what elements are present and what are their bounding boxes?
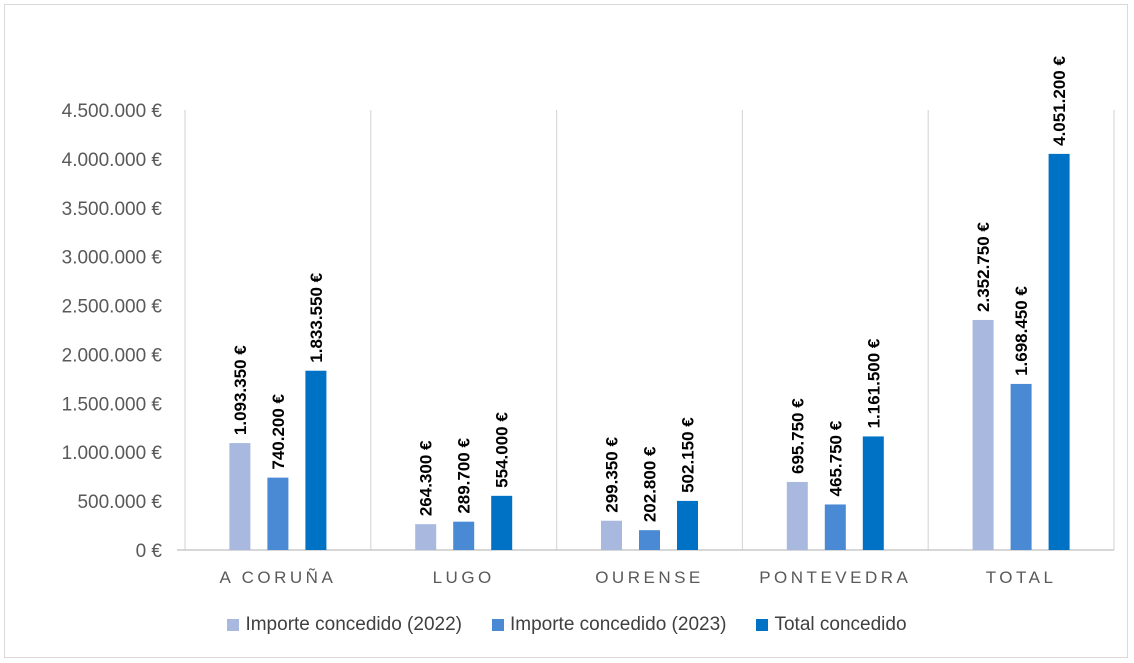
bar	[824, 504, 846, 550]
data-label: 2.352.750 €	[974, 222, 993, 312]
bar	[491, 495, 513, 550]
legend-item-2022: Importe concedido (2022)	[227, 614, 462, 636]
y-tick-label: 500.000 €	[77, 492, 162, 513]
data-label: 1.833.550 €	[307, 272, 326, 362]
bar	[1048, 153, 1070, 550]
bar	[267, 477, 289, 550]
data-label: 465.750 €	[826, 420, 845, 496]
bar	[601, 520, 622, 550]
x-tick-label: A CORUÑA	[220, 568, 337, 587]
legend-label-total: Total concedido	[774, 614, 907, 635]
x-tick-label: TOTAL	[986, 568, 1057, 587]
legend-label-2023: Importe concedido (2023)	[509, 614, 727, 635]
y-tick-label: 1.000.000 €	[62, 443, 163, 464]
x-tick-label: PONTEVEDRA	[759, 568, 911, 587]
y-tick-label: 3.500.000 €	[62, 199, 163, 220]
bar	[862, 436, 884, 550]
bar	[229, 443, 251, 550]
legend-label-2022: Importe concedido (2022)	[245, 614, 462, 635]
legend: Importe concedido (2022) Importe concedi…	[0, 614, 1134, 636]
y-tick-label: 4.000.000 €	[62, 150, 163, 171]
data-label: 289.700 €	[455, 437, 474, 513]
y-tick-label: 2.500.000 €	[62, 297, 163, 318]
bar	[639, 530, 660, 550]
y-tick-label: 4.500.000 €	[62, 101, 163, 122]
y-tick-label: 3.000.000 €	[62, 248, 163, 269]
bar	[786, 481, 808, 550]
data-label: 554.000 €	[493, 412, 512, 488]
bar	[415, 524, 437, 550]
y-tick-label: 1.500.000 €	[62, 394, 163, 415]
bar	[305, 370, 327, 550]
data-label: 1.161.500 €	[864, 338, 883, 428]
bar	[972, 319, 994, 550]
data-label: 264.300 €	[417, 440, 436, 516]
data-label: 4.051.200 €	[1050, 56, 1069, 146]
data-label: 299.350 €	[603, 437, 622, 513]
x-tick-label: OURENSE	[595, 568, 704, 587]
data-label: 1.093.350 €	[231, 345, 250, 435]
legend-item-total: Total concedido	[756, 614, 907, 636]
bar	[453, 521, 475, 550]
data-label: 740.200 €	[269, 393, 288, 469]
y-tick-label: 0 €	[136, 541, 163, 562]
bar-chart: 0 € 500.000 € 1.000.000 € 1.500.000 € 2.000.…	[62, 56, 1115, 587]
legend-swatch-total	[756, 619, 769, 631]
legend-item-2023: Importe concedido (2023)	[491, 614, 727, 636]
y-tick-label: 2.000.000 €	[62, 345, 163, 366]
legend-swatch-2023	[491, 619, 504, 631]
x-tick-label: LUGO	[433, 568, 495, 587]
data-label: 202.800 €	[641, 446, 660, 522]
legend-swatch-2022	[227, 619, 240, 631]
bar	[1010, 383, 1032, 550]
data-label: 695.750 €	[788, 398, 807, 474]
chart-frame	[4, 4, 1128, 658]
data-label: 1.698.450 €	[1012, 286, 1031, 376]
data-label: 502.150 €	[679, 417, 698, 493]
bar	[677, 500, 698, 550]
